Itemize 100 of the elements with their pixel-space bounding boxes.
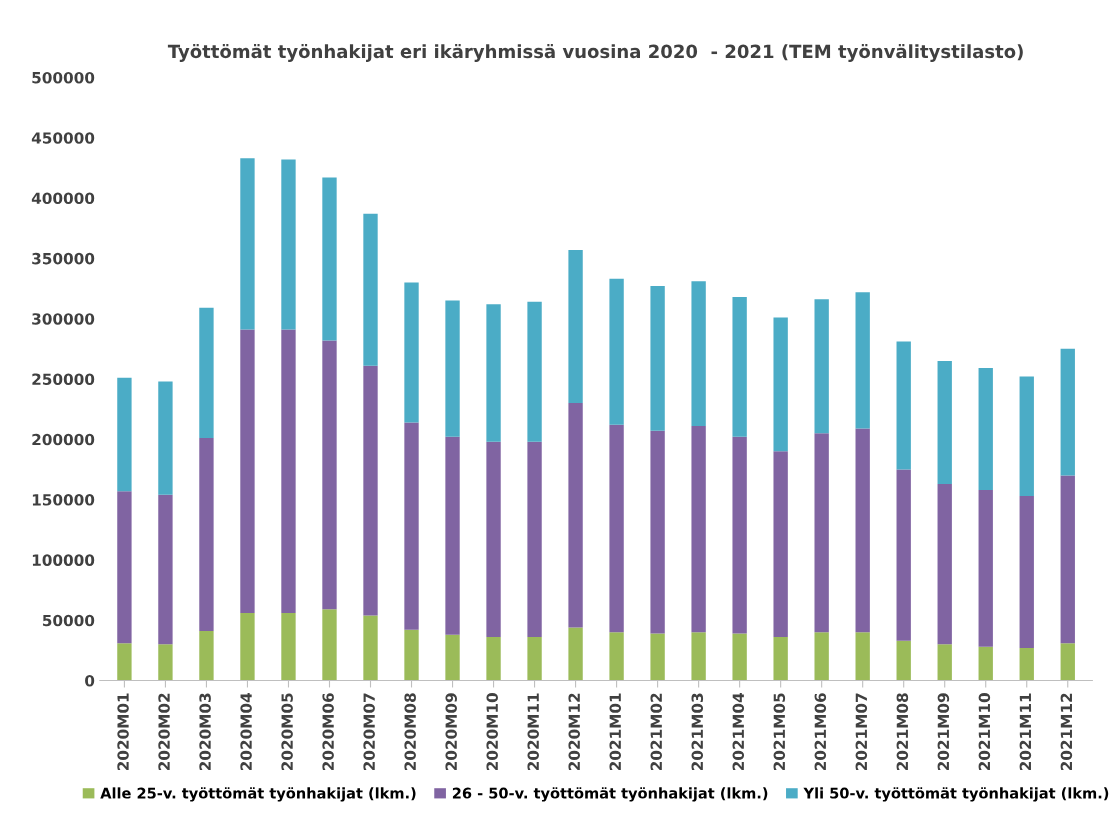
bar: [855, 632, 870, 681]
bar: [609, 278, 624, 425]
bar: [773, 637, 788, 681]
x-tick-label: 2021M01: [609, 693, 622, 771]
bar: [322, 177, 337, 341]
bar: [732, 633, 747, 681]
bar: [445, 300, 460, 437]
y-tick-label: 100000: [32, 554, 95, 566]
y-tick-label: 450000: [31, 132, 95, 144]
x-tick-label: 2021M08: [896, 693, 909, 771]
legend-label: Yli 50-v. työttömät työnhakijat (lkm.): [803, 787, 1109, 802]
bar: [117, 377, 132, 492]
bar: [486, 441, 501, 638]
x-tick-label: 2020M10: [486, 693, 498, 771]
bar: [158, 381, 173, 495]
bar: [445, 634, 460, 681]
bar: [773, 451, 788, 638]
bar: [158, 494, 173, 645]
bar: [240, 612, 255, 681]
bar: [445, 436, 460, 635]
bar: [691, 426, 706, 633]
x-tick-label: 2021M12: [1060, 693, 1073, 771]
bar: [322, 340, 337, 610]
bar: [855, 428, 870, 633]
bar: [732, 296, 747, 437]
bar: [937, 360, 952, 484]
x-tick-label: 2020M12: [568, 693, 581, 771]
bar: [281, 329, 296, 613]
x-tick-label: 2020M01: [117, 693, 129, 771]
bar: [609, 632, 624, 681]
y-tick-label: 400000: [31, 192, 95, 205]
x-tick-label: 2020M05: [281, 693, 293, 771]
bar: [896, 640, 911, 681]
bar: [527, 441, 542, 638]
bar: [568, 627, 583, 681]
x-tick-label: 2020M07: [363, 693, 375, 771]
bar: [609, 424, 624, 633]
bar: [281, 612, 296, 681]
bar: [855, 292, 870, 429]
bar: [1019, 647, 1034, 681]
x-tick-label: 2020M06: [322, 693, 334, 771]
bar: [650, 633, 665, 681]
chart-title: Työttömät työnhakijat eri ikäryhmissä vuosina 2020 - 2021 (TEM työnvälitystilasto): [167, 44, 1023, 62]
bar: [240, 158, 255, 330]
bar: [240, 329, 255, 613]
bar: [650, 430, 665, 634]
bar: [117, 643, 132, 681]
bar: [568, 403, 583, 628]
bar: [1019, 495, 1034, 648]
bar: [937, 644, 952, 681]
x-tick-label: 2021M11: [1019, 693, 1032, 771]
y-tick-label: 200000: [32, 433, 95, 446]
bar: [486, 637, 501, 681]
bar: [363, 615, 378, 681]
bar: [199, 438, 214, 632]
bar: [691, 632, 706, 681]
bar: [199, 631, 214, 681]
bar: [404, 282, 419, 423]
bar: [691, 281, 706, 427]
bar: [773, 317, 788, 452]
x-tick-label: 2020M11: [527, 693, 539, 771]
bar: [896, 341, 911, 470]
bar: [404, 629, 419, 681]
bar: [732, 436, 747, 634]
bar: [814, 299, 829, 434]
x-tick-label: 2021M10: [978, 693, 991, 771]
x-tick-label: 2021M03: [691, 693, 704, 771]
x-tick-label: 2020M08: [404, 693, 416, 771]
bar: [117, 491, 132, 644]
x-tick-label: 2020M09: [445, 693, 457, 771]
bar: [814, 632, 829, 681]
x-tick-label: 2021M06: [814, 693, 827, 771]
bar: [814, 433, 829, 633]
bar: [322, 609, 337, 681]
y-tick-label: 250000: [32, 373, 95, 385]
x-tick-label: 2020M03: [199, 693, 211, 771]
bar: [978, 368, 993, 490]
bar: [404, 422, 419, 630]
bar: [363, 365, 378, 616]
x-tick-label: 2021M04: [732, 693, 745, 771]
x-tick-label: 2020M02: [158, 693, 170, 771]
y-tick-label: 0: [85, 674, 95, 687]
y-tick-label: 150000: [32, 494, 95, 506]
bar: [978, 489, 993, 647]
bar: [1019, 376, 1034, 496]
bar: [527, 637, 542, 681]
x-tick-label: 2021M07: [855, 693, 868, 771]
x-tick-label: 2021M09: [937, 693, 950, 771]
bar: [978, 646, 993, 681]
y-tick-label: 350000: [32, 252, 95, 265]
bar: [363, 213, 378, 366]
y-tick-label: 500000: [32, 71, 95, 84]
bar: [650, 286, 665, 431]
bar: [199, 307, 214, 439]
bar: [937, 483, 952, 645]
x-tick-label: 2021M02: [650, 693, 663, 771]
y-tick-label: 50000: [42, 614, 95, 627]
x-tick-label: 2021M05: [773, 693, 786, 771]
bar: [1060, 475, 1075, 644]
bar: [896, 469, 911, 641]
